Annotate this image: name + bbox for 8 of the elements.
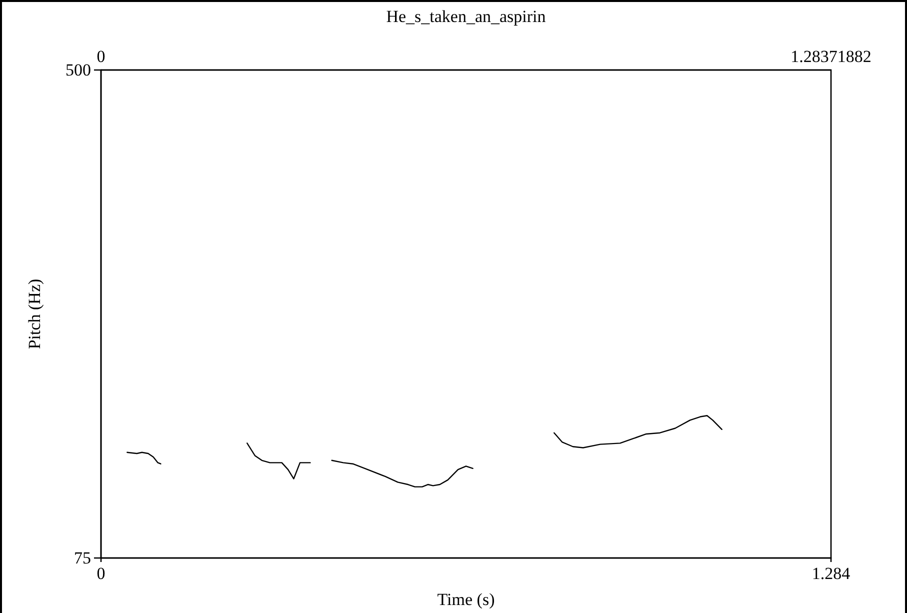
y-tick-label: 500 <box>66 60 91 80</box>
chart-title: He_s_taken_an_aspirin <box>386 7 546 26</box>
x2-tick-label: 1.28371882 <box>790 47 872 66</box>
y-axis-title: Pitch (Hz) <box>25 278 44 350</box>
x2-tick-label: 0 <box>96 47 106 66</box>
x-axis-title: Time (s) <box>437 590 495 609</box>
y-tick-label: 75 <box>74 548 91 568</box>
x-tick-label: 1.284 <box>812 564 851 584</box>
